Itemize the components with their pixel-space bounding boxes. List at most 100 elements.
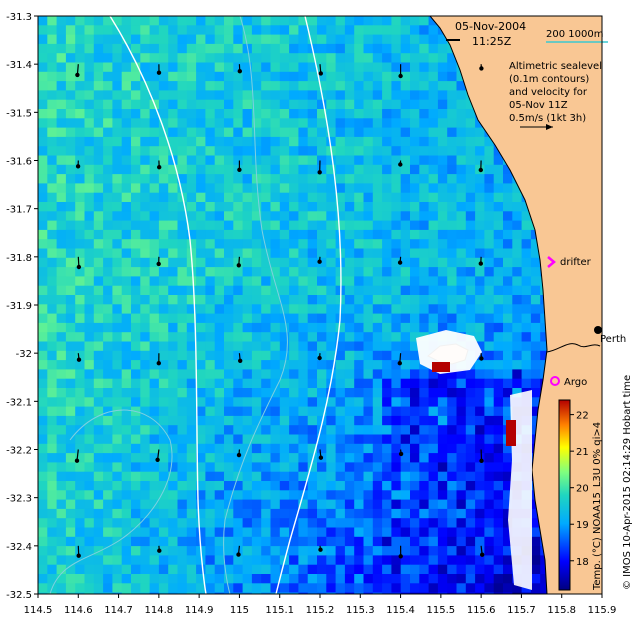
sst-pixel bbox=[456, 443, 467, 454]
sst-pixel bbox=[289, 425, 299, 435]
sst-pixel bbox=[372, 536, 383, 547]
sst-pixel bbox=[335, 146, 346, 156]
sst-pixel bbox=[84, 276, 95, 287]
sst-pixel bbox=[177, 99, 188, 110]
sst-pixel bbox=[158, 397, 169, 407]
sst-pixel bbox=[205, 471, 216, 482]
sst-pixel bbox=[270, 536, 281, 547]
sst-pixel bbox=[400, 257, 411, 268]
sst-pixel bbox=[419, 518, 429, 528]
sst-pixel bbox=[354, 564, 364, 575]
sst-pixel bbox=[354, 257, 364, 268]
sst-pixel bbox=[317, 304, 327, 314]
sst-pixel bbox=[233, 388, 243, 398]
sst-pixel bbox=[131, 229, 141, 240]
sst-pixel bbox=[186, 174, 197, 184]
sst-pixel bbox=[214, 360, 225, 370]
sst-pixel bbox=[205, 81, 216, 91]
sst-pixel bbox=[503, 499, 513, 510]
sst-pixel bbox=[493, 341, 504, 352]
sst-pixel bbox=[326, 313, 336, 324]
sst-pixel bbox=[251, 211, 262, 221]
sst-pixel bbox=[103, 369, 113, 380]
sst-pixel bbox=[140, 536, 150, 547]
sst-pixel bbox=[400, 518, 411, 528]
sst-pixel bbox=[372, 341, 383, 352]
sst-pixel bbox=[419, 536, 429, 547]
sst-pixel bbox=[38, 313, 48, 324]
sst-pixel bbox=[428, 118, 439, 128]
sst-pixel bbox=[84, 406, 95, 417]
sst-pixel bbox=[512, 322, 522, 333]
sst-pixel bbox=[503, 192, 513, 203]
sst-pixel bbox=[112, 406, 123, 417]
sst-pixel bbox=[233, 453, 243, 463]
sst-pixel bbox=[289, 285, 299, 296]
sst-pixel bbox=[38, 202, 48, 212]
sst-pixel bbox=[168, 574, 178, 584]
sst-pixel bbox=[317, 81, 327, 91]
sst-pixel bbox=[140, 229, 150, 240]
sst-pixel bbox=[289, 583, 299, 593]
sst-pixel bbox=[47, 295, 57, 305]
sst-pixel bbox=[484, 369, 495, 380]
sst-pixel bbox=[47, 462, 57, 473]
sst-pixel bbox=[363, 490, 374, 500]
sst-pixel bbox=[270, 229, 281, 240]
sst-pixel bbox=[242, 397, 253, 407]
sst-pixel bbox=[177, 490, 188, 500]
sst-pixel bbox=[121, 415, 132, 426]
sst-pixel bbox=[196, 127, 206, 138]
sst-pixel bbox=[270, 527, 281, 538]
sst-pixel bbox=[391, 53, 402, 63]
sst-pixel bbox=[177, 592, 188, 594]
sst-pixel bbox=[196, 211, 206, 221]
sst-pixel bbox=[270, 425, 281, 435]
sst-pixel bbox=[382, 109, 392, 119]
sst-pixel bbox=[456, 546, 467, 556]
sst-pixel bbox=[214, 518, 225, 528]
sst-pixel bbox=[84, 183, 95, 194]
sst-pixel bbox=[242, 220, 253, 231]
sst-pixel bbox=[428, 239, 439, 249]
sst-pixel bbox=[112, 43, 123, 54]
sst-pixel bbox=[233, 43, 243, 54]
sst-pixel bbox=[391, 518, 402, 528]
sst-pixel bbox=[354, 313, 364, 324]
sst-pixel bbox=[307, 90, 318, 101]
sst-pixel bbox=[65, 71, 76, 82]
sst-pixel bbox=[131, 267, 141, 277]
sst-pixel bbox=[317, 518, 327, 528]
sst-pixel bbox=[326, 462, 336, 473]
sst-pixel bbox=[344, 360, 355, 370]
sst-pixel bbox=[326, 202, 336, 212]
sst-pixel bbox=[279, 369, 290, 380]
sst-pixel bbox=[251, 536, 262, 547]
sst-pixel bbox=[317, 267, 327, 277]
sst-pixel bbox=[307, 34, 318, 45]
sst-pixel bbox=[205, 313, 216, 324]
sst-pixel bbox=[372, 257, 383, 268]
sst-pixel bbox=[56, 332, 67, 342]
sst-pixel bbox=[261, 34, 271, 45]
sst-pixel bbox=[419, 295, 429, 305]
sst-pixel bbox=[149, 406, 160, 417]
sst-pixel bbox=[177, 350, 188, 361]
sst-pixel bbox=[270, 295, 281, 305]
sst-pixel bbox=[84, 425, 95, 435]
sst-pixel bbox=[233, 295, 243, 305]
sst-pixel bbox=[140, 99, 150, 110]
sst-pixel bbox=[419, 99, 429, 110]
sst-pixel bbox=[503, 471, 513, 482]
sst-pixel bbox=[149, 34, 160, 45]
sst-pixel bbox=[410, 592, 420, 594]
sst-pixel bbox=[224, 406, 234, 417]
sst-pixel bbox=[196, 155, 206, 166]
sst-pixel bbox=[158, 267, 169, 277]
sst-pixel bbox=[382, 248, 392, 259]
sst-pixel bbox=[84, 518, 95, 528]
sst-pixel bbox=[158, 99, 169, 110]
sst-pixel bbox=[307, 406, 318, 417]
sst-pixel bbox=[400, 53, 411, 63]
sst-pixel bbox=[93, 183, 104, 194]
